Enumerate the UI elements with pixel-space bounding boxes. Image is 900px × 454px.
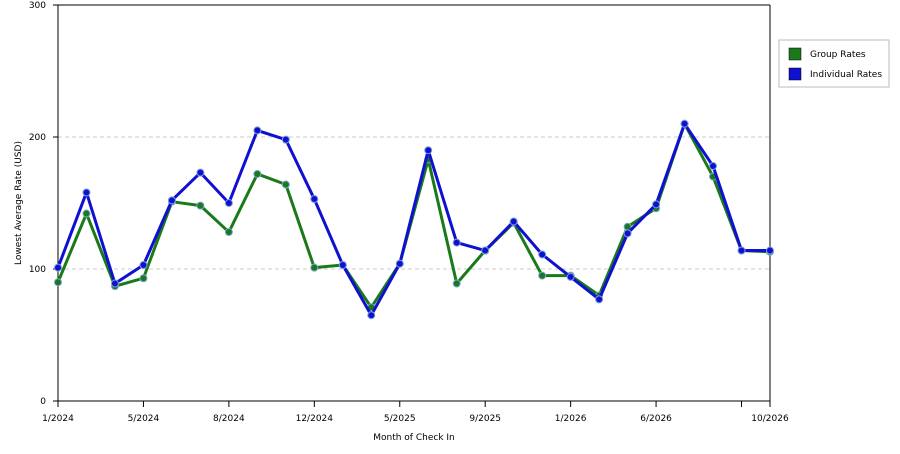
data-point: [281, 180, 290, 189]
data-point: [139, 261, 148, 270]
data-point: [310, 195, 319, 204]
y-tick-label: 200: [29, 133, 46, 143]
data-point: [652, 200, 661, 209]
series-line: [56, 122, 770, 317]
x-axis-label: Month of Check In: [373, 433, 455, 443]
data-point: [281, 135, 290, 144]
data-point: [167, 196, 176, 205]
y-tick-label: 300: [29, 1, 46, 11]
y-tick-label: 100: [29, 265, 46, 275]
data-point: [224, 228, 233, 237]
legend-label: Group Rates: [810, 50, 866, 60]
data-point: [224, 199, 233, 207]
data-point: [538, 250, 547, 259]
data-point: [509, 217, 518, 226]
data-point: [253, 169, 262, 178]
x-tick-label: 10/2026: [751, 414, 789, 424]
data-point: [338, 261, 347, 270]
x-tick-label: 6/2026: [640, 414, 672, 424]
data-point: [395, 259, 404, 268]
data-point: [196, 168, 205, 177]
data-point: [139, 274, 148, 283]
x-tick-label: 1/2024: [42, 414, 74, 424]
data-point: [424, 146, 433, 155]
data-point: [452, 238, 461, 247]
legend-swatch: [788, 67, 802, 81]
data-point: [566, 272, 575, 281]
x-tick-label: 5/2024: [128, 414, 160, 424]
data-point: [196, 201, 205, 210]
data-point: [737, 246, 746, 255]
data-point: [310, 263, 319, 272]
data-point: [82, 188, 91, 197]
legend-swatch: [788, 47, 802, 61]
data-point: [452, 279, 461, 288]
data-point: [709, 162, 718, 171]
data-point: [54, 263, 62, 272]
x-tick-label: 9/2025: [469, 414, 501, 424]
x-tick-label: 5/2025: [384, 414, 416, 424]
data-point: [538, 271, 547, 280]
data-point: [766, 246, 774, 255]
legend-label: Individual Rates: [810, 70, 882, 80]
data-point: [54, 278, 62, 287]
data-point: [367, 311, 376, 320]
data-point: [623, 229, 632, 238]
y-tick-label: 0: [40, 397, 46, 407]
x-tick-label: 8/2024: [213, 414, 245, 424]
y-axis-label: Lowest Average Rate (USD): [14, 141, 24, 265]
data-point: [110, 279, 119, 288]
x-tick-label: 12/2024: [296, 414, 334, 424]
data-point: [680, 119, 689, 128]
x-tick-label: 1/2026: [555, 414, 587, 424]
data-point: [253, 126, 262, 135]
data-point: [595, 295, 604, 304]
data-point: [481, 246, 490, 255]
data-point: [82, 209, 91, 218]
